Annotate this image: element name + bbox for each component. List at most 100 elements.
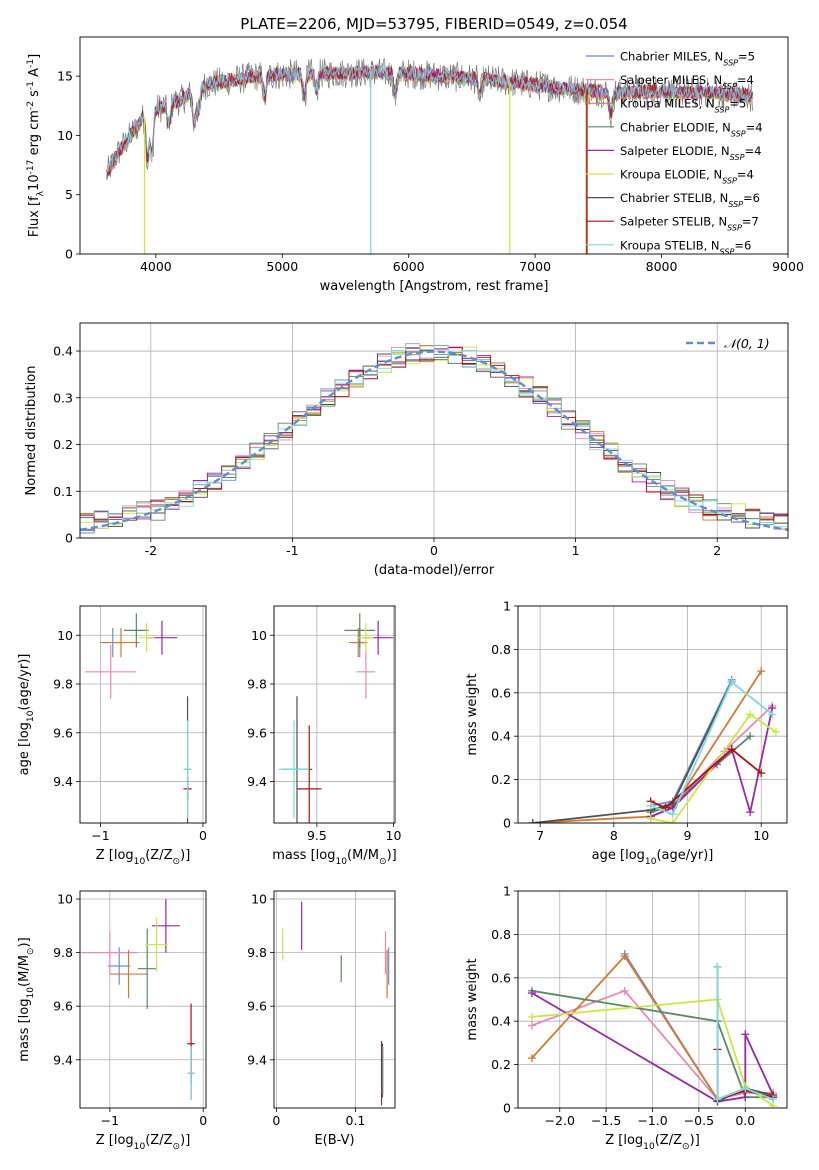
legend-label: 𝒩(0, 1)	[724, 336, 770, 351]
errorbar-point	[183, 720, 192, 819]
errorbar-point	[358, 623, 374, 653]
plus-marker	[527, 1012, 536, 1021]
y-tick-label: 9.6	[53, 725, 73, 740]
plot-content	[85, 613, 192, 823]
axes-frame	[273, 890, 396, 1109]
x-tick-label: 9000	[772, 259, 804, 274]
plus-marker	[741, 1030, 750, 1039]
errorbar-point	[124, 613, 149, 648]
errorbar-point	[81, 931, 138, 975]
plus-marker	[668, 819, 677, 823]
x-axis-label: (data-model)/error	[374, 563, 495, 578]
panel-residuals: -2 -1 0 1 2 0 0.1 0.2 0.3 0.4 (data-model)/error No…	[24, 322, 789, 578]
y-tick-label: 0	[503, 816, 511, 831]
y-tick-label: 10	[57, 892, 73, 907]
x-tick-label: 1	[572, 543, 580, 558]
y-tick-label: 9.8	[53, 945, 73, 960]
x-axis-label: Z [log10(Z/Z⊙)]	[605, 1133, 700, 1152]
plus-marker	[757, 769, 766, 778]
y-tick-label: 0.4	[53, 344, 73, 359]
plus-marker	[527, 988, 536, 997]
axes-frame	[517, 890, 788, 1109]
ticks: 7 8 9 10 0 0.2 0.4 0.6 0.8 1	[491, 599, 769, 844]
y-axis-label: mass weight	[465, 958, 480, 1040]
hist-kroupa_stelib	[80, 343, 788, 527]
x-tick-label: 2	[713, 543, 721, 558]
y-tick-label: 9.4	[247, 774, 267, 789]
errorbar-point	[108, 947, 131, 985]
plus-marker	[727, 677, 736, 686]
plus-marker	[620, 952, 629, 961]
panel-mass_vs_EBV: 0 0.1 9.4 9.6 9.8 10 E(B-V)	[247, 890, 396, 1148]
errorbar-point	[85, 645, 137, 699]
errorbar-point	[356, 645, 376, 699]
y-tick-label: 10	[251, 628, 267, 643]
x-tick-label: 0	[199, 1113, 207, 1128]
panel-spectrum: 4000 5000 6000 7000 8000 9000 0 5 10 15 wavelength…	[26, 36, 804, 294]
legend-label: Salpeter MILES, NSSP=4	[620, 73, 754, 91]
y-tick-label: 10	[57, 628, 73, 643]
y-tick-label: 0.1	[53, 484, 73, 499]
errorbar-point	[138, 623, 155, 653]
series-line-chabrier_elodie	[531, 989, 774, 1099]
y-tick-label: 10	[57, 128, 73, 143]
axes-frame	[273, 605, 396, 824]
hist-salpeter_stelib	[80, 345, 788, 521]
y-tick-label: 0.3	[53, 390, 73, 405]
x-tick-label: 0.0	[735, 1113, 755, 1128]
legend-label: Salpeter ELODIE, NSSP=4	[620, 144, 761, 162]
x-tick-label: 0	[430, 543, 438, 558]
x-axis-label: wavelength [Angstrom, rest frame]	[320, 279, 549, 294]
plus-marker	[727, 745, 736, 754]
y-tick-label: 5	[65, 187, 73, 202]
y-axis-label: Normed distribution	[24, 366, 39, 496]
x-tick-label: 10	[386, 828, 402, 843]
plus-marker	[713, 962, 722, 971]
x-tick-label: 4000	[140, 259, 172, 274]
x-tick-label: 0	[272, 1113, 280, 1128]
x-axis-label: mass [log10(M/M⊙)]	[272, 848, 396, 867]
x-tick-label: 5000	[266, 259, 298, 274]
legend-label: Kroupa STELIB, NSSP=6	[620, 238, 751, 256]
legend-label: Kroupa ELODIE, NSSP=4	[620, 168, 754, 186]
x-axis-label: E(B-V)	[314, 1133, 354, 1148]
plus-marker	[746, 710, 755, 719]
series-line-kroupa_elodie	[531, 998, 774, 1107]
y-tick-label: 9.6	[53, 999, 73, 1014]
x-axis-label: Z [log10(Z/Z⊙)]	[96, 848, 191, 867]
y-tick-label: 0	[65, 531, 73, 546]
ticks: 9.5 10 9.4 9.6 9.8 10	[247, 628, 401, 843]
x-tick-label: −2.0	[545, 1113, 575, 1128]
y-axis-label: Flux [fλ10-17 erg cm-2 s-1 A-1]	[26, 54, 46, 237]
series-line-kroupa_stelib	[716, 967, 774, 1101]
axes-frame	[79, 36, 789, 255]
figure-title: PLATE=2206, MJD=53795, FIBERID=0549, z=0…	[240, 15, 627, 33]
ticks: −1 0 9.4 9.6 9.8 10	[53, 892, 207, 1128]
legend-label: Chabrier MILES, NSSP=5	[620, 50, 755, 68]
y-tick-label: 0.2	[491, 1057, 511, 1072]
legend-label: Salpeter STELIB, NSSP=7	[620, 215, 759, 233]
plot-content	[80, 342, 788, 534]
spectrum-legend: Chabrier MILES, NSSP=5 Salpeter MILES, NS…	[586, 50, 763, 256]
errorbar-point	[187, 1046, 195, 1100]
panel-age_vs_mass: 9.5 10 9.4 9.6 9.8 10 mass [log10(M/M⊙)]	[247, 605, 401, 867]
y-tick-label: 0.2	[53, 437, 73, 452]
y-tick-label: 0	[503, 1101, 511, 1116]
x-tick-label: -1	[286, 543, 298, 558]
plus-marker	[646, 814, 655, 823]
plus-marker	[620, 986, 629, 995]
y-tick-label: 10	[251, 892, 267, 907]
y-axis-label: age [log10(age/yr)]	[17, 654, 36, 776]
y-tick-label: 0.2	[491, 772, 511, 787]
plus-marker	[746, 808, 755, 817]
plus-marker	[769, 1095, 778, 1104]
x-tick-label: -2	[145, 543, 157, 558]
y-tick-label: 9.8	[53, 677, 73, 692]
plus-marker	[713, 1095, 722, 1104]
axes-frame	[79, 890, 207, 1109]
y-tick-label: 0.8	[491, 927, 511, 942]
y-tick-label: 9.6	[247, 725, 267, 740]
series-line-chabrier_stelib	[532, 681, 733, 823]
panel-massweight_vs_Z: −2.0 −1.5 −1.0 −0.5 0.0 0 0.2 0.4 0.6 0.8 1 Z [log1…	[465, 884, 788, 1152]
